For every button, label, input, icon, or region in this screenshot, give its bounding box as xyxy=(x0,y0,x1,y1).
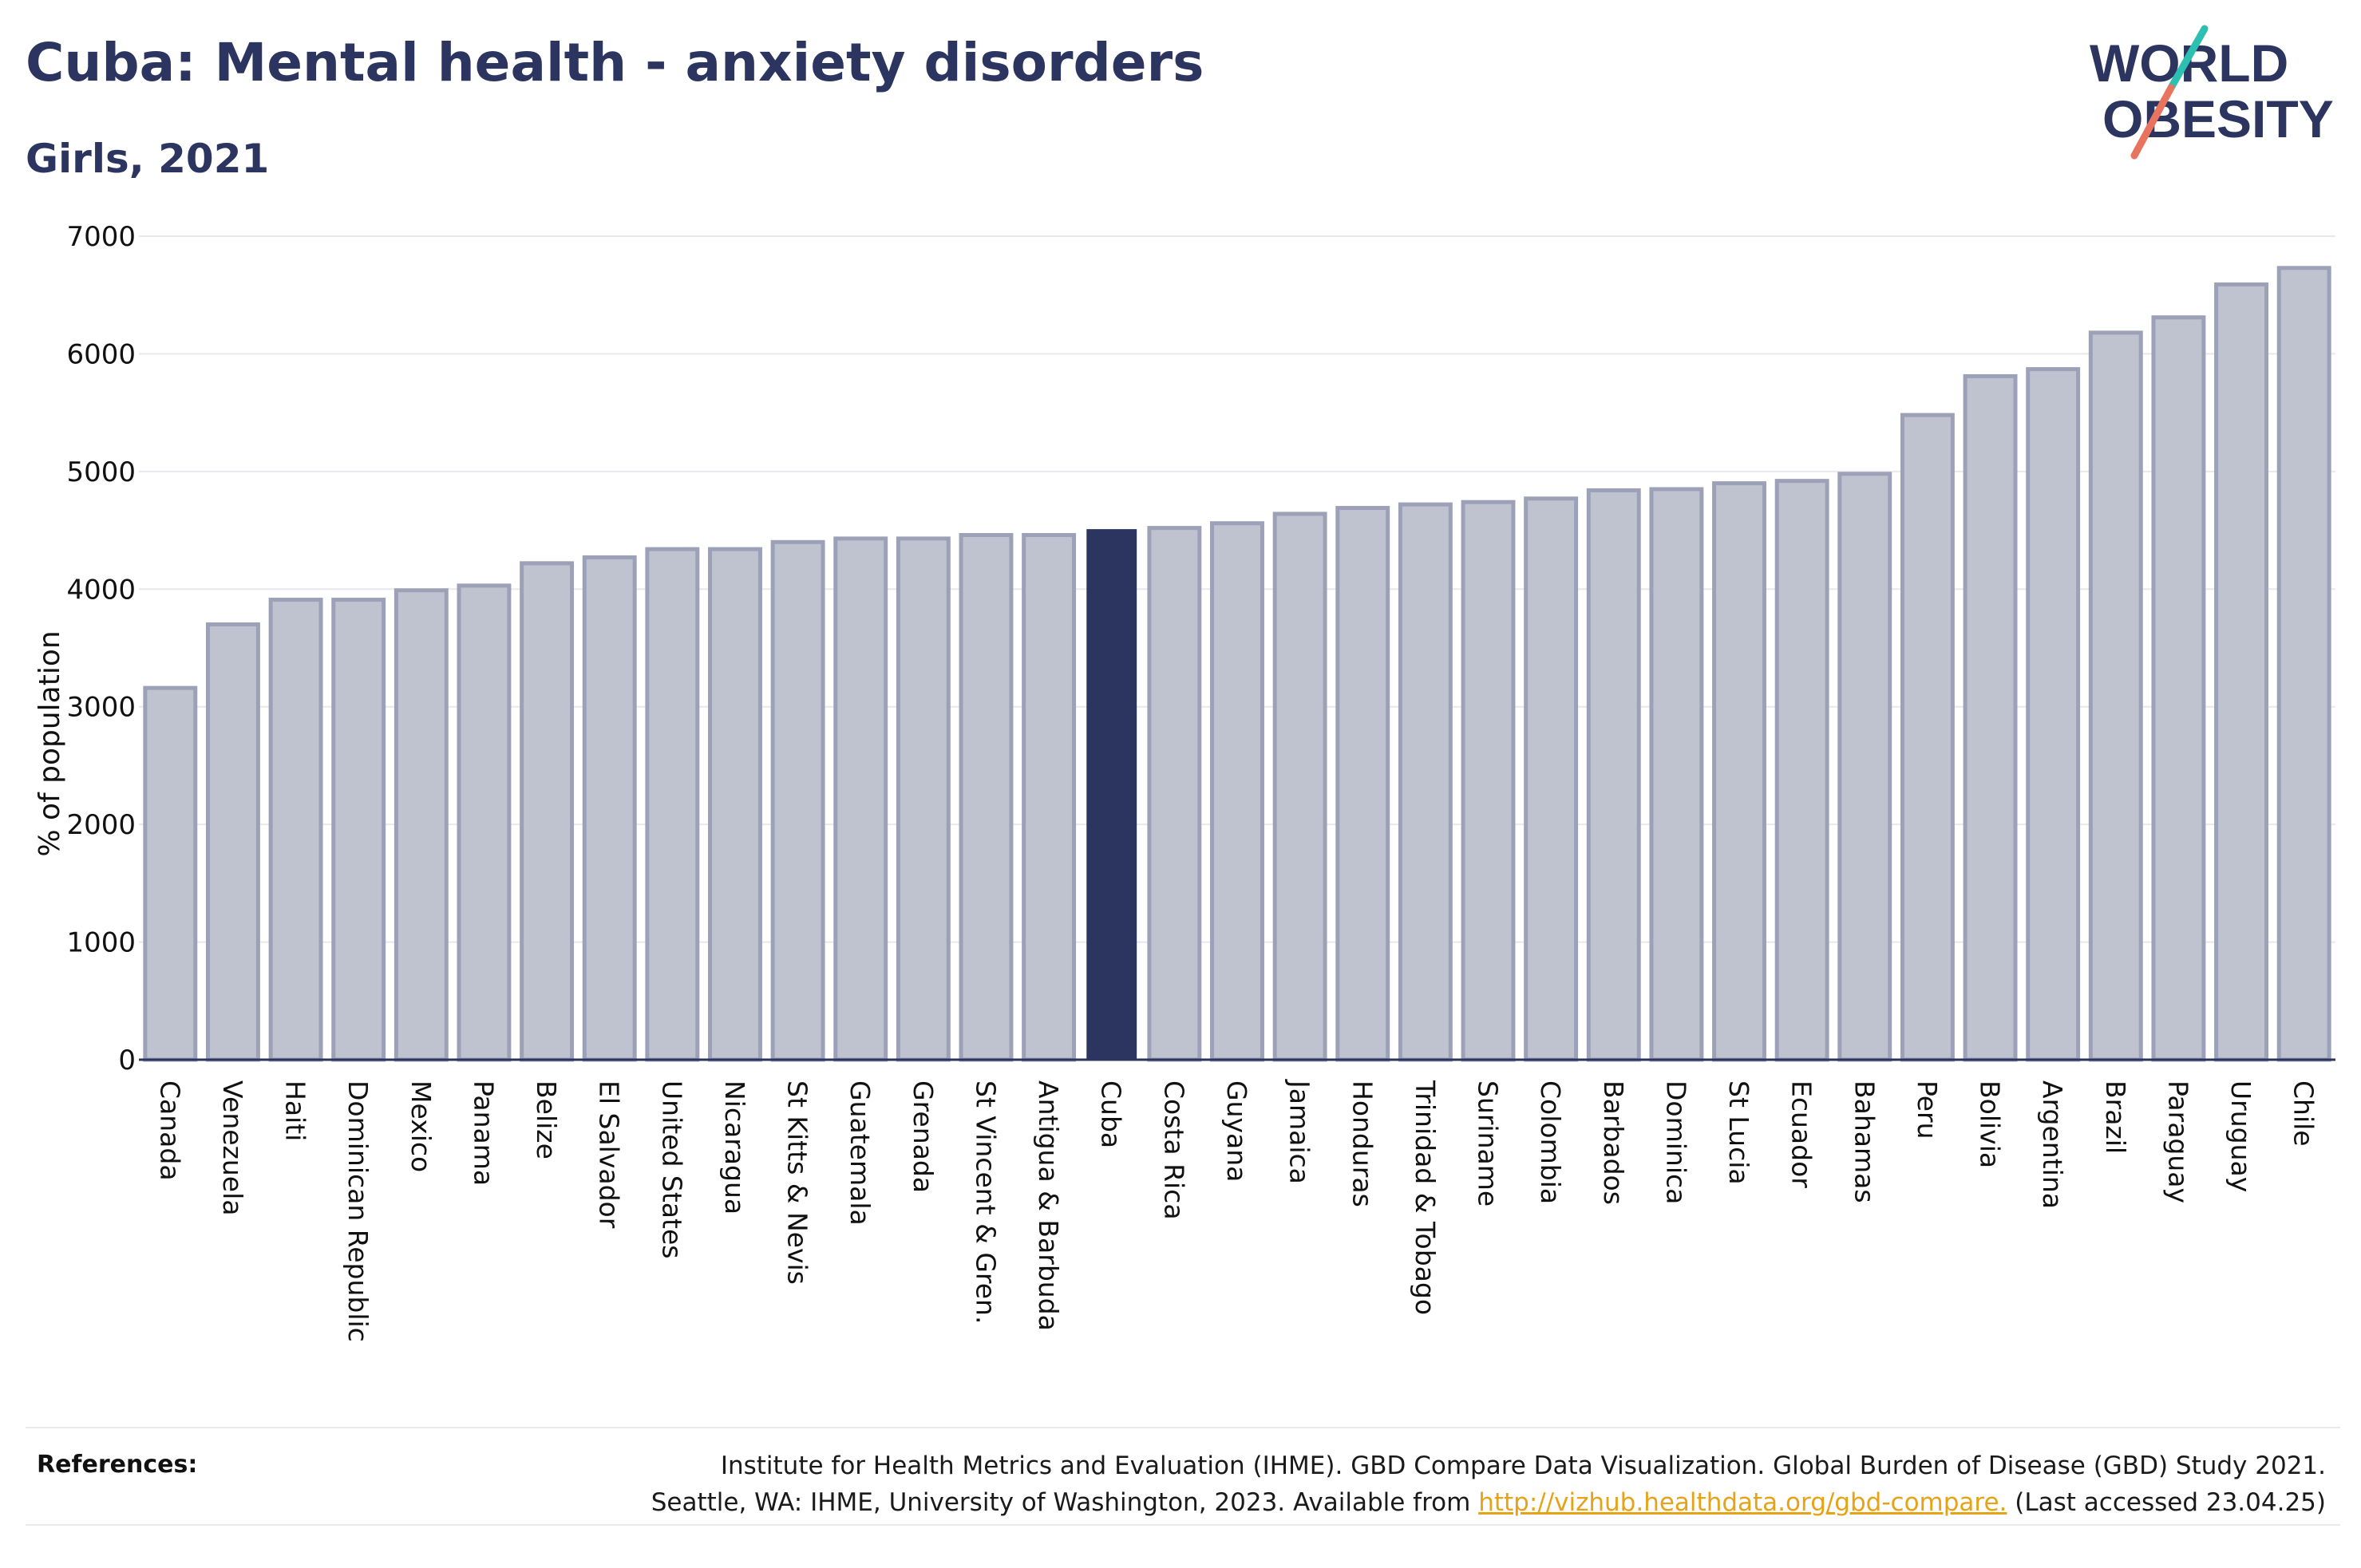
x-tick-label: Paraguay xyxy=(2162,1080,2193,1203)
bar-haiti xyxy=(268,598,323,1062)
bar-bolivia xyxy=(1963,373,2018,1062)
x-tick-label: Cuba xyxy=(1096,1080,1127,1148)
bar-suriname xyxy=(1461,500,1516,1062)
bar-bahamas xyxy=(1837,472,1892,1062)
x-tick-label: St Vincent & Gren. xyxy=(970,1080,1001,1324)
y-tick-label: 3000 xyxy=(66,692,136,724)
bar-canada xyxy=(143,685,198,1062)
x-tick-label: United States xyxy=(656,1080,687,1258)
y-tick-label: 6000 xyxy=(66,338,136,370)
bar-venezuela xyxy=(205,622,260,1062)
bar-nicaragua xyxy=(708,547,762,1062)
bar-brazil xyxy=(2088,330,2143,1062)
x-tick-label: Antigua & Barbuda xyxy=(1033,1080,1064,1331)
y-tick-label: 7000 xyxy=(66,221,136,253)
x-tick-label: Grenada xyxy=(908,1080,939,1193)
x-tick-label: Colombia xyxy=(1535,1080,1566,1204)
bar-costa-rica xyxy=(1147,526,1202,1062)
bar-chart: 0 1000 2000 3000 4000 5000 6000 7000 Canada Vene… xyxy=(34,221,2335,1342)
chart-title: Cuba: Mental health - anxiety disorders xyxy=(26,32,1204,93)
footer-divider-top xyxy=(26,1427,2340,1428)
bar-ecuador xyxy=(1774,479,1829,1062)
x-tick-label: El Salvador xyxy=(594,1080,625,1229)
footer-divider-bottom xyxy=(26,1524,2340,1526)
bar-el-salvador xyxy=(582,555,637,1062)
logo-slash-coral xyxy=(2130,84,2175,160)
bar-chile xyxy=(2276,266,2331,1062)
bar-trinidad-tobago xyxy=(1398,502,1453,1062)
x-tick-label: Ecuador xyxy=(1786,1080,1817,1188)
x-tick-label: Bolivia xyxy=(1975,1080,2006,1168)
y-tick-label: 5000 xyxy=(66,456,136,488)
x-tick-label: Venezuela xyxy=(217,1080,248,1215)
x-tick-label: Dominica xyxy=(1660,1080,1691,1204)
x-tick-label: St Kitts & Nevis xyxy=(782,1080,813,1285)
x-tick-label: Argentina xyxy=(2037,1080,2068,1209)
x-tick-label: Dominican Republic xyxy=(342,1080,374,1342)
bar-cuba xyxy=(1086,529,1137,1060)
x-tick-label: Honduras xyxy=(1347,1080,1378,1207)
x-tick-label: Jamaica xyxy=(1284,1079,1315,1184)
x-tick-label: St Lucia xyxy=(1723,1080,1754,1185)
world-obesity-logo: WORLD OBESITY xyxy=(2090,25,2334,160)
x-tick-label: Suriname xyxy=(1473,1080,1504,1207)
bar-dominican-republic xyxy=(331,598,386,1062)
bar-peru xyxy=(1900,413,1955,1062)
references-line-2-prefix: Seattle, WA: IHME, University of Washing… xyxy=(651,1488,1479,1517)
references-link[interactable]: http://vizhub.healthdata.org/gbd-compare… xyxy=(1478,1488,2007,1517)
bar-st-vincent-gren- xyxy=(959,532,1014,1062)
bar-jamaica xyxy=(1272,511,1327,1062)
x-tick-label: Panama xyxy=(468,1080,499,1186)
x-tick-label: Guyana xyxy=(1221,1080,1252,1182)
x-tick-label: Uruguay xyxy=(2225,1080,2256,1192)
x-tick-label: Peru xyxy=(1912,1080,1943,1139)
bar-antigua-barbuda xyxy=(1022,532,1077,1062)
references-label: References: xyxy=(37,1451,198,1479)
references-line-2-suffix: (Last accessed 23.04.25) xyxy=(2007,1488,2326,1517)
bar-argentina xyxy=(2026,367,2081,1062)
x-tick-label: Haiti xyxy=(280,1080,311,1141)
bar-belize xyxy=(520,561,575,1062)
bar-uruguay xyxy=(2214,282,2269,1062)
y-tick-label: 4000 xyxy=(66,574,136,606)
y-axis-label: % of population xyxy=(34,630,66,856)
bar-colombia xyxy=(1524,496,1579,1062)
x-tick-label: Brazil xyxy=(2100,1080,2131,1154)
x-tick-label: Barbados xyxy=(1598,1080,1629,1205)
bar-guyana xyxy=(1210,521,1264,1062)
bar-honduras xyxy=(1335,506,1390,1062)
bar-barbados xyxy=(1586,488,1641,1062)
bar-grenada xyxy=(896,536,951,1062)
y-axis-ticks: 0 1000 2000 3000 4000 5000 6000 7000 xyxy=(66,221,136,1076)
x-tick-label: Chile xyxy=(2288,1080,2319,1147)
references-line-1: Institute for Health Metrics and Evaluat… xyxy=(720,1451,2326,1480)
bar-st-kitts-nevis xyxy=(770,539,825,1062)
x-tick-label: Costa Rica xyxy=(1158,1080,1189,1220)
x-tick-label: Guatemala xyxy=(844,1080,876,1226)
x-tick-label: Nicaragua xyxy=(719,1080,750,1215)
bar-dominica xyxy=(1649,487,1704,1062)
x-tick-label: Mexico xyxy=(405,1080,437,1172)
y-tick-label: 2000 xyxy=(66,809,136,841)
references-text: Institute for Health Metrics and Evaluat… xyxy=(490,1448,2326,1521)
bar-guatemala xyxy=(833,536,888,1062)
references-line-2: Seattle, WA: IHME, University of Washing… xyxy=(490,1484,2326,1521)
bar-paraguay xyxy=(2151,315,2206,1062)
bar-mexico xyxy=(394,588,449,1062)
x-tick-label: Canada xyxy=(154,1080,185,1181)
bar-united-states xyxy=(645,547,700,1062)
bar-panama xyxy=(457,583,512,1062)
y-tick-label: 1000 xyxy=(66,927,136,959)
x-axis-labels: Canada Venezuela Haiti Dominican Republic Me… xyxy=(154,1079,2319,1342)
y-tick-label: 0 xyxy=(118,1045,136,1076)
logo-slash-teal xyxy=(2167,25,2209,92)
bars xyxy=(143,266,2331,1062)
bar-st-lucia xyxy=(1712,481,1766,1062)
x-tick-label: Bahamas xyxy=(1849,1080,1880,1203)
x-tick-label: Belize xyxy=(531,1080,562,1159)
x-tick-label: Trinidad & Tobago xyxy=(1410,1080,1441,1315)
chart-subtitle: Girls, 2021 xyxy=(26,136,270,182)
